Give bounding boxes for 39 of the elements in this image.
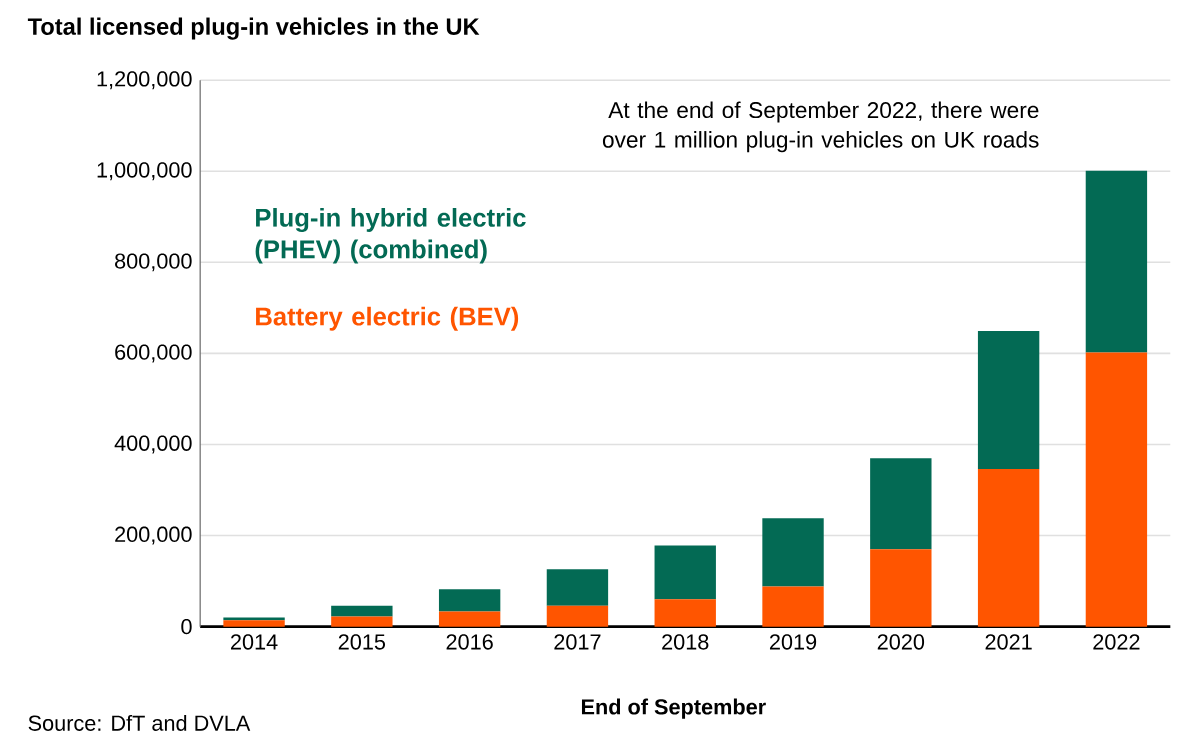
x-tick-label: 2017 bbox=[554, 634, 601, 650]
bar bbox=[870, 457, 932, 550]
y-tick-label: 1,200,000 bbox=[97, 71, 192, 89]
y-tick-label: 400,000 bbox=[114, 435, 192, 454]
bar bbox=[762, 586, 824, 627]
y-tick-label: 1,000,000 bbox=[97, 162, 192, 181]
x-tick-label: 2016 bbox=[446, 634, 493, 650]
x-tick-label: 2020 bbox=[877, 634, 925, 650]
chart-title: Total licensed plug-in vehicles in the UK bbox=[27, 17, 480, 40]
bar bbox=[331, 605, 393, 617]
bar bbox=[546, 605, 609, 627]
bar bbox=[870, 549, 932, 627]
x-axis-title: End of September bbox=[581, 698, 766, 719]
bar bbox=[1085, 170, 1148, 353]
y-tick-label: 200,000 bbox=[115, 526, 192, 545]
bar bbox=[977, 330, 1040, 469]
x-tick-label: 2018 bbox=[662, 634, 709, 650]
y-tick-label: 0 bbox=[181, 618, 192, 635]
bar bbox=[546, 569, 609, 606]
bar bbox=[438, 589, 501, 612]
bar bbox=[977, 468, 1040, 627]
x-tick-label: 2019 bbox=[769, 634, 817, 650]
bar bbox=[438, 611, 501, 627]
bar bbox=[762, 518, 824, 587]
annotation: At the end of September 2022, there were over 1 million plug-in vehicles on UK roads bbox=[602, 101, 1039, 152]
bar bbox=[654, 545, 716, 600]
bar bbox=[223, 620, 285, 627]
bar bbox=[654, 599, 716, 627]
x-tick-label: 2014 bbox=[231, 634, 278, 650]
bar bbox=[1085, 352, 1148, 627]
source-note: Source: DfT and DVLA bbox=[28, 714, 251, 731]
y-tick-label: 800,000 bbox=[115, 253, 192, 272]
y-tick-label: 600,000 bbox=[115, 344, 192, 363]
x-tick-label: 2021 bbox=[985, 634, 1032, 650]
bar bbox=[331, 616, 393, 627]
text: Battery electric (BEV) bbox=[256, 306, 519, 331]
x-tick-label: 2022 bbox=[1093, 634, 1140, 650]
text: Plug-in hybrid electric (PHEV) (combined) bbox=[255, 207, 526, 264]
x-tick-label: 2015 bbox=[338, 634, 386, 650]
